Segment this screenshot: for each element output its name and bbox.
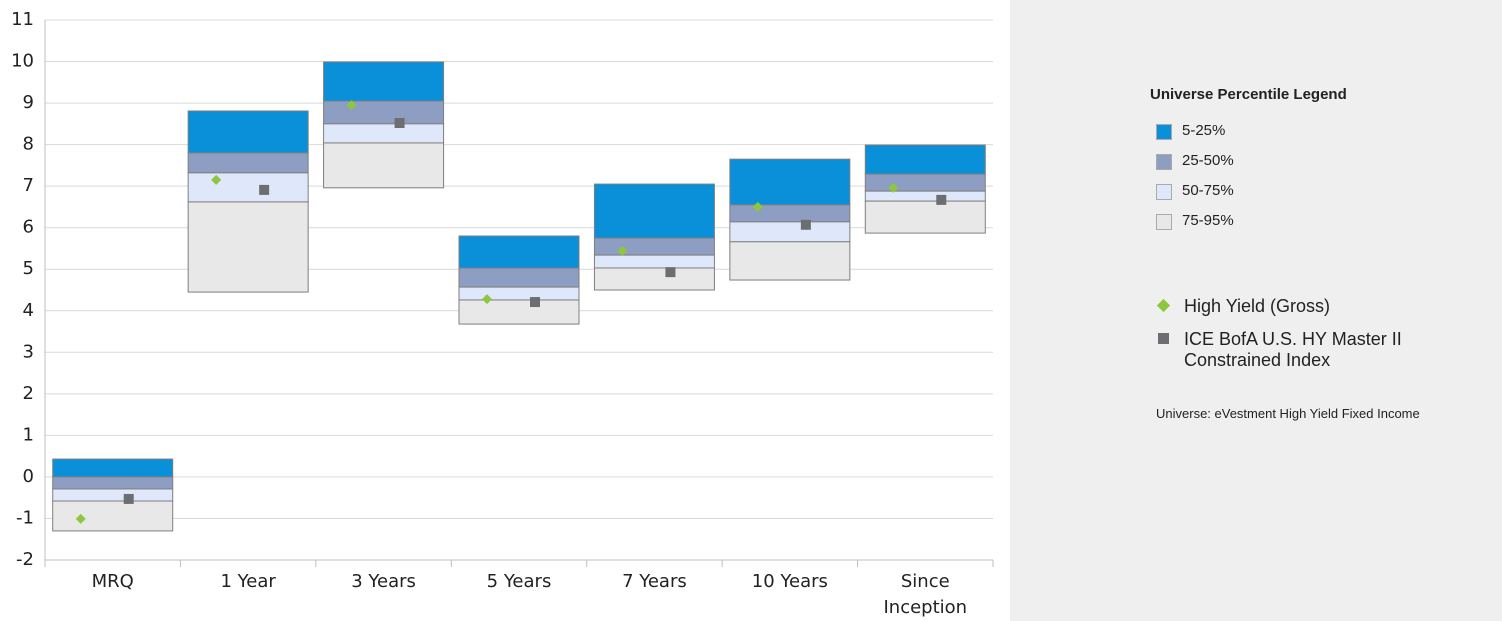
legend-item: 25-50% bbox=[1156, 152, 1234, 182]
x-tick-label: 1 Year bbox=[220, 571, 276, 592]
legend-label: ICE BofA U.S. HY Master II Constrained I… bbox=[1184, 329, 1402, 370]
percentile-segment bbox=[52, 476, 174, 490]
percentile-segment bbox=[323, 61, 445, 102]
percentile-segment bbox=[593, 183, 715, 239]
percentile-segment bbox=[323, 142, 445, 189]
y-tick-label: 6 bbox=[23, 217, 34, 238]
y-tick-label: 5 bbox=[23, 258, 34, 279]
percentile-segment bbox=[187, 201, 309, 293]
legend-swatch bbox=[1156, 124, 1172, 140]
y-tick-label: 10 bbox=[11, 51, 34, 72]
legend-label: 50-75% bbox=[1182, 182, 1234, 199]
percentile-segment bbox=[593, 267, 715, 291]
percentile-segment bbox=[864, 173, 986, 192]
legend-item: 75-95% bbox=[1156, 212, 1234, 242]
percentile-segment bbox=[729, 204, 851, 223]
percentile-segment bbox=[187, 172, 309, 203]
percentile-segment bbox=[323, 100, 445, 125]
percentile-segment bbox=[52, 458, 174, 478]
y-tick-label: -2 bbox=[16, 549, 34, 570]
y-tick-label: 7 bbox=[23, 175, 34, 196]
y-tick-label: 4 bbox=[23, 300, 34, 321]
legend-item: 50-75% bbox=[1156, 182, 1234, 212]
y-tick-label: 8 bbox=[23, 134, 34, 155]
legend-label: 75-95% bbox=[1182, 212, 1234, 229]
marker-square bbox=[123, 493, 134, 504]
marker-diamond bbox=[617, 245, 628, 256]
x-tick-label: 3 Years bbox=[351, 571, 416, 592]
legend-item: 5-25% bbox=[1156, 122, 1234, 152]
percentile-legend: 5-25% 25-50% 50-75% 75-95% bbox=[1156, 122, 1234, 242]
legend-title: Universe Percentile Legend bbox=[1150, 86, 1347, 103]
legend-swatch bbox=[1156, 154, 1172, 170]
x-tick-label: 10 Years bbox=[752, 571, 828, 592]
percentile-segment bbox=[458, 286, 580, 301]
marker-diamond bbox=[75, 513, 86, 524]
x-tick-label: Since Inception bbox=[883, 571, 967, 618]
y-tick-label: 11 bbox=[11, 9, 34, 30]
legend-swatch bbox=[1156, 184, 1172, 200]
percentile-segment bbox=[458, 235, 580, 269]
series-legend: High Yield (Gross) ICE BofA U.S. HY Maste… bbox=[1154, 296, 1484, 383]
marker-square bbox=[259, 184, 270, 195]
percentile-segment bbox=[187, 152, 309, 174]
marker-diamond bbox=[346, 100, 357, 111]
percentile-segment bbox=[864, 144, 986, 175]
legend-label: High Yield (Gross) bbox=[1184, 296, 1331, 316]
legend-item: ICE BofA U.S. HY Master II Constrained I… bbox=[1154, 329, 1484, 371]
percentile-segment bbox=[593, 237, 715, 256]
marker-diamond bbox=[752, 201, 763, 212]
note: Universe: eVestment High Yield Fixed Inc… bbox=[1156, 406, 1420, 421]
percentile-segment bbox=[458, 267, 580, 288]
percentile-segment bbox=[187, 110, 309, 154]
y-tick-label: 9 bbox=[23, 92, 34, 113]
legend-marker bbox=[1154, 329, 1174, 349]
legend-marker-shape bbox=[1156, 298, 1171, 313]
marker-diamond bbox=[888, 182, 899, 193]
y-tick-label: 1 bbox=[23, 424, 34, 445]
percentile-segment bbox=[729, 158, 851, 206]
legend-panel: Universe Percentile Legend 5-25% 25-50% 50… bbox=[1012, 0, 1502, 621]
percentile-segment bbox=[323, 123, 445, 144]
percentile-segment bbox=[593, 254, 715, 269]
percentile-segment bbox=[864, 190, 986, 202]
legend-label: 5-25% bbox=[1182, 122, 1226, 139]
marker-square bbox=[394, 118, 405, 129]
percentile-segment bbox=[864, 200, 986, 234]
marker-square bbox=[936, 194, 947, 205]
y-tick-label: 3 bbox=[23, 341, 34, 362]
legend-swatch bbox=[1156, 214, 1172, 230]
chart: -2 -1 0 1 2 3 4 5 6 7 8 9 10 11 MRQ 1 Year 3 Years 5 Year… bbox=[0, 0, 1010, 621]
marker-diamond bbox=[482, 294, 492, 305]
x-tick-label: 7 Years bbox=[622, 571, 687, 592]
marker-square bbox=[665, 267, 676, 278]
y-tick-label: 2 bbox=[23, 383, 34, 404]
y-tick-label: -1 bbox=[16, 507, 34, 528]
legend-label: 25-50% bbox=[1182, 152, 1234, 169]
y-tick-label: 0 bbox=[23, 466, 34, 487]
percentile-segment bbox=[458, 299, 580, 325]
legend-marker-shape bbox=[1158, 333, 1169, 344]
x-tick-label: MRQ bbox=[92, 571, 134, 592]
percentile-segment bbox=[729, 241, 851, 281]
legend-marker bbox=[1154, 296, 1174, 316]
marker-square bbox=[530, 297, 540, 308]
marker-diamond bbox=[211, 174, 222, 185]
percentile-segment bbox=[52, 500, 174, 532]
x-tick-label: 5 Years bbox=[487, 571, 552, 592]
legend-item: High Yield (Gross) bbox=[1154, 296, 1484, 317]
marker-square bbox=[800, 219, 811, 230]
percentile-segment bbox=[52, 488, 174, 502]
percentile-segment bbox=[729, 221, 851, 243]
